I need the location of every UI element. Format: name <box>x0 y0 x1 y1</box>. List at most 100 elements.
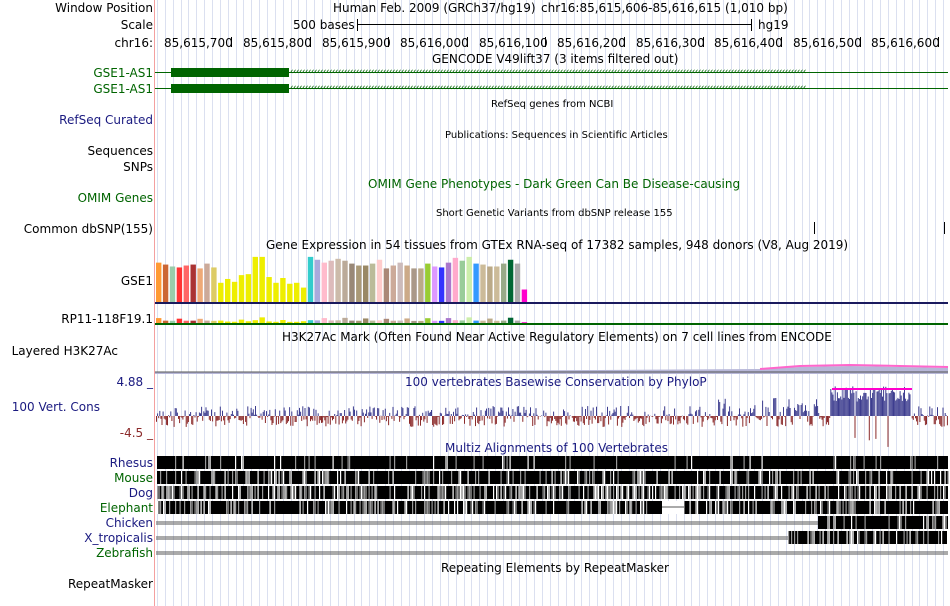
multiz-species-dog[interactable]: Dog <box>128 486 153 500</box>
multiz-mismatch <box>314 456 316 469</box>
gtex-gene-label-2[interactable]: RP11-118F19.1 <box>61 312 153 326</box>
dbsnp-track-label[interactable]: Common dbSNP(155) <box>23 222 153 236</box>
multiz-mismatch <box>917 486 919 499</box>
phylop-bar <box>369 406 371 416</box>
repeatmasker-track-label[interactable]: RepeatMasker <box>67 577 153 591</box>
phylop-track-label[interactable]: 100 Vert. Cons <box>11 400 100 414</box>
phylop-bar <box>648 416 650 423</box>
phylop-bar <box>403 416 405 420</box>
phylop-conservation-chart[interactable] <box>0 0 950 450</box>
phylop-bar <box>915 416 916 419</box>
repeatmasker-track-title[interactable]: Repeating Elements by RepeatMasker <box>441 561 669 575</box>
h3k27ac-track-title[interactable]: H3K27Ac Mark (Often Found Near Active Re… <box>282 330 832 344</box>
phylop-bar <box>601 412 603 416</box>
multiz-mismatch <box>502 456 504 469</box>
multiz-mismatch <box>878 486 880 499</box>
publications-track-title[interactable]: Publications: Sequences in Scientific Ar… <box>445 130 668 141</box>
multiz-species-zebrafish[interactable]: Zebrafish <box>96 546 153 560</box>
gencode-item-label-2[interactable]: GSE1-AS1 <box>93 82 153 96</box>
multiz-mismatch <box>643 486 645 499</box>
phylop-bar <box>295 416 297 422</box>
multiz-mismatch <box>875 486 877 499</box>
gtex-track-title[interactable]: Gene Expression in 54 tissues from GTEx … <box>266 238 849 252</box>
phylop-bar <box>248 413 250 416</box>
omim-track-label[interactable]: OMIM Genes <box>77 191 153 205</box>
multiz-mismatch <box>241 456 243 469</box>
gencode-item-label-1[interactable]: GSE1-AS1 <box>93 66 153 80</box>
phylop-bar <box>513 416 515 422</box>
multiz-mismatch <box>716 486 718 499</box>
multiz-mismatch <box>460 486 462 499</box>
multiz-species-mouse[interactable]: Mouse <box>114 471 153 485</box>
multiz-block <box>818 516 948 529</box>
multiz-species-rhesus[interactable]: Rhesus <box>109 456 153 470</box>
dbsnp-variant[interactable] <box>814 222 815 234</box>
phylop-bar <box>932 415 934 416</box>
phylop-bar <box>476 407 478 416</box>
phylop-track-title[interactable]: 100 vertebrates Basewise Conservation by… <box>405 375 707 389</box>
multiz-species-elephant[interactable]: Elephant <box>99 501 153 515</box>
phylop-bar <box>358 416 360 421</box>
multiz-mismatch <box>470 501 472 514</box>
db-label: hg19 <box>758 18 789 32</box>
phylop-bar <box>565 416 567 424</box>
publications-snps-label[interactable]: SNPs <box>123 160 153 174</box>
gtex-gene-label-1[interactable]: GSE1 <box>120 274 153 288</box>
phylop-bar <box>789 408 791 416</box>
omim-track-title[interactable]: OMIM Gene Phenotypes - Dark Green Can Be… <box>368 177 741 191</box>
ruler-tick <box>703 37 704 47</box>
phylop-bar <box>724 398 726 416</box>
multiz-species-xtropicalis[interactable]: X_tropicalis <box>84 531 153 545</box>
h3k27ac-track-label[interactable]: Layered H3K27Ac <box>11 344 118 358</box>
phylop-bar <box>756 416 758 419</box>
phylop-bar <box>890 390 892 416</box>
multiz-mismatch <box>760 471 762 484</box>
phylop-bar <box>746 416 748 418</box>
refseq-track-title[interactable]: RefSeq genes from NCBI <box>491 99 614 110</box>
phylop-bar <box>202 416 204 421</box>
multiz-alignment-chart[interactable] <box>0 0 950 560</box>
publications-sequences-label[interactable]: Sequences <box>87 144 153 158</box>
phylop-bar <box>908 392 910 416</box>
multiz-mismatch <box>828 531 830 544</box>
multiz-mismatch <box>331 501 333 514</box>
phylop-bar <box>684 416 685 421</box>
gtex-expression-chart[interactable] <box>0 0 950 330</box>
dbsnp-track-title[interactable]: Short Genetic Variants from dbSNP releas… <box>436 208 673 219</box>
phylop-bar <box>808 411 810 416</box>
multiz-track-title[interactable]: Multiz Alignments of 100 Vertebrates <box>445 441 669 455</box>
phylop-bar <box>630 414 632 416</box>
multiz-mismatch <box>514 501 516 514</box>
phylop-bar <box>840 396 842 416</box>
dbsnp-variant[interactable] <box>944 222 945 234</box>
multiz-mismatch <box>605 486 607 499</box>
multiz-species-chicken[interactable]: Chicken <box>105 516 153 530</box>
phylop-bar <box>686 416 688 424</box>
phylop-bar <box>212 416 214 422</box>
multiz-mismatch <box>554 471 556 484</box>
multiz-mismatch <box>233 501 235 514</box>
phylop-bar <box>457 407 459 416</box>
phylop-bar <box>563 409 564 416</box>
phylop-bar <box>764 416 766 417</box>
multiz-mismatch <box>194 471 196 484</box>
multiz-mismatch <box>472 501 474 514</box>
phylop-bar <box>534 416 536 425</box>
phylop-bar <box>456 413 458 416</box>
multiz-mismatch <box>632 471 634 484</box>
phylop-bar <box>389 412 391 416</box>
phylop-bar <box>438 416 440 425</box>
phylop-bar <box>597 416 599 424</box>
multiz-mismatch <box>761 456 763 469</box>
refseq-track-label[interactable]: RefSeq Curated <box>59 113 153 127</box>
multiz-mismatch <box>852 531 854 544</box>
multiz-mismatch <box>554 486 556 499</box>
phylop-bar <box>268 414 270 416</box>
multiz-mismatch <box>934 471 936 484</box>
gencode-track-title[interactable]: GENCODE V49lift37 (3 items filtered out) <box>432 52 679 66</box>
multiz-mismatch <box>317 471 319 484</box>
multiz-mismatch <box>610 501 612 514</box>
multiz-mismatch <box>251 486 253 499</box>
h3k27ac-signal[interactable] <box>0 0 950 380</box>
